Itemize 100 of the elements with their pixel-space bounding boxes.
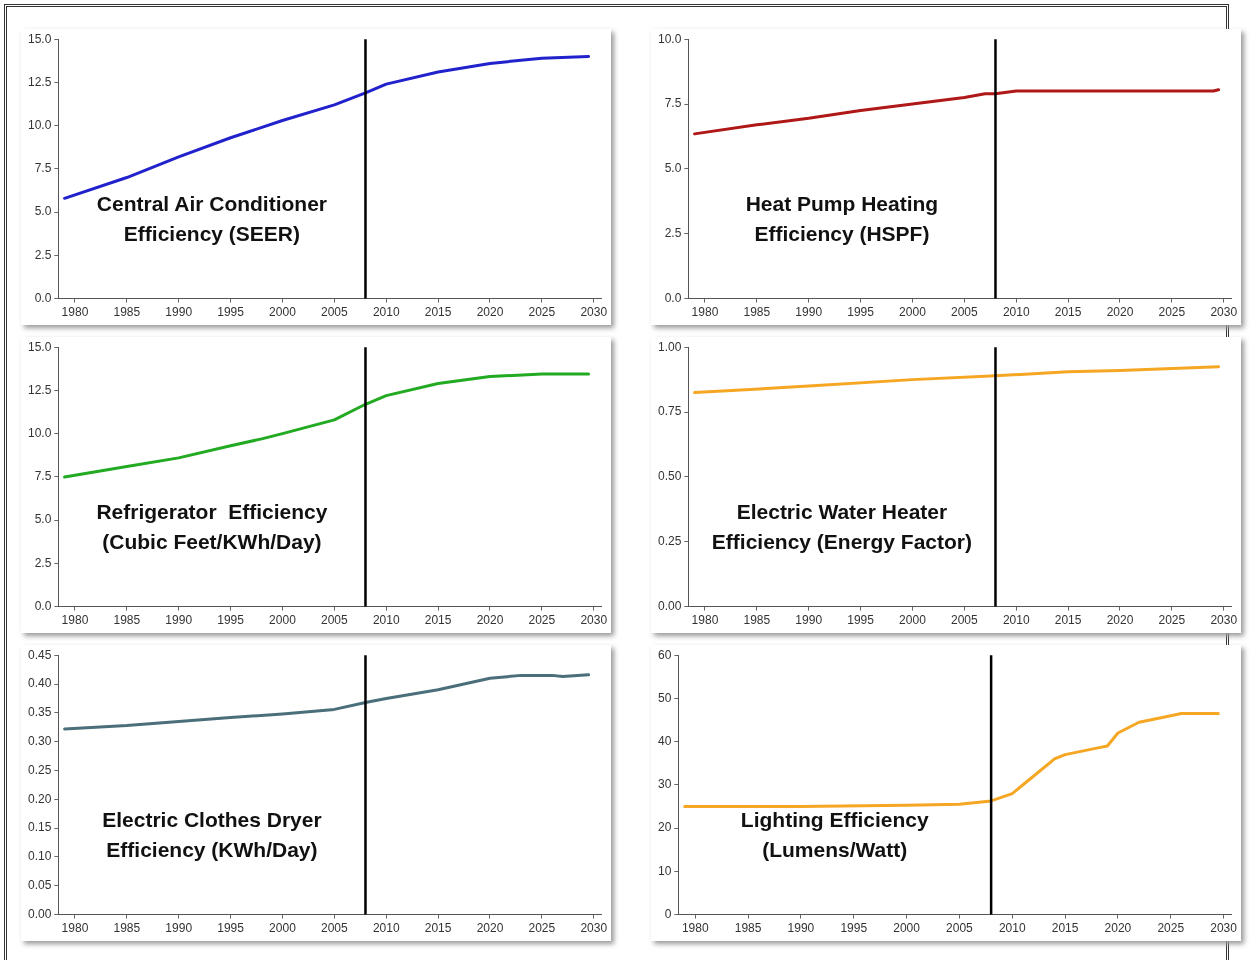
x-tick-label: 2000 <box>899 305 927 320</box>
x-tick-label: 1980 <box>61 613 89 628</box>
x-tick-label: 1985 <box>113 613 141 628</box>
x-tick-label: 2015 <box>424 305 452 320</box>
x-tick-label: 1985 <box>734 921 762 936</box>
x-tick-label: 1985 <box>743 613 771 628</box>
x-tick-label: 1985 <box>113 921 141 936</box>
y-tick-label: 5.0 <box>34 512 52 527</box>
x-tick-label: 2005 <box>321 305 349 320</box>
x-tick-label: 1990 <box>795 305 823 320</box>
y-tick-label: 0.0 <box>34 598 52 613</box>
y-tick-label: 0.15 <box>28 820 52 835</box>
y-tick-label: 0.10 <box>28 849 52 864</box>
x-tick-label: 2020 <box>476 305 504 320</box>
x-tick-label: 2005 <box>321 921 349 936</box>
x-tick-label: 2020 <box>1106 305 1134 320</box>
x-tick-label: 2020 <box>476 921 504 936</box>
x-tick-label: 2025 <box>528 921 556 936</box>
y-tick-label: 2.5 <box>34 555 52 570</box>
x-tick-label: 2000 <box>899 613 927 628</box>
y-tick-label: 7.5 <box>664 96 682 111</box>
x-tick-label: 1990 <box>165 921 193 936</box>
y-tick-label: 40 <box>657 733 672 748</box>
x-tick-label: 2020 <box>1104 921 1132 936</box>
x-tick-label: 2005 <box>951 613 979 628</box>
x-tick-label: 2020 <box>476 613 504 628</box>
x-tick-label: 2010 <box>372 305 400 320</box>
x-tick-label: 1980 <box>691 305 719 320</box>
x-tick-label: 2025 <box>1157 921 1185 936</box>
y-tick-label: 0.45 <box>28 647 52 662</box>
x-tick-label: 1980 <box>61 305 89 320</box>
x-tick-label: 2010 <box>1002 305 1030 320</box>
text: Heat Pump Heating Efficiency (HSPF) <box>745 191 939 245</box>
x-tick-label: 1995 <box>217 921 245 936</box>
x-tick-label: 1985 <box>743 305 771 320</box>
y-tick-label: 0.05 <box>28 878 52 893</box>
x-tick-label: 2030 <box>1210 305 1238 320</box>
x-tick-label: 1995 <box>217 613 245 628</box>
y-tick-label: 10.0 <box>28 425 52 440</box>
y-tick-label: 0.75 <box>658 404 682 419</box>
y-tick-label: 12.5 <box>28 74 52 89</box>
x-tick-label: 2030 <box>1210 921 1238 936</box>
x-tick-label: 1995 <box>847 613 875 628</box>
x-tick-label: 2025 <box>528 613 556 628</box>
y-tick-label: 10.0 <box>658 31 682 46</box>
y-tick-label: 0.0 <box>34 290 52 305</box>
y-tick-label: 20 <box>657 820 672 835</box>
y-tick-label: 15.0 <box>28 339 52 354</box>
x-tick-label: 2020 <box>1106 613 1134 628</box>
x-tick-label: 2010 <box>998 921 1026 936</box>
text: Electric Water Heater Efficiency (Energy Factor) <box>711 499 973 553</box>
x-tick-label: 2030 <box>580 613 608 628</box>
y-tick-label: 60 <box>657 647 672 662</box>
y-tick-label: 0.00 <box>28 906 52 921</box>
x-tick-label: 2010 <box>372 921 400 936</box>
x-tick-label: 2005 <box>946 921 974 936</box>
x-tick-label: 1990 <box>165 305 193 320</box>
x-tick-label: 1995 <box>840 921 868 936</box>
x-tick-label: 2030 <box>1210 613 1238 628</box>
x-tick-label: 2000 <box>893 921 921 936</box>
x-tick-label: 2000 <box>269 613 297 628</box>
x-tick-label: 1990 <box>795 613 823 628</box>
x-tick-label: 1995 <box>217 305 245 320</box>
x-tick-label: 2025 <box>528 305 556 320</box>
x-tick-label: 2030 <box>580 305 608 320</box>
y-tick-label: 7.5 <box>34 469 52 484</box>
y-tick-label: 2.5 <box>34 247 52 262</box>
y-tick-label: 0 <box>664 906 672 921</box>
x-tick-label: 2015 <box>424 921 452 936</box>
y-tick-label: 15.0 <box>28 31 52 46</box>
y-tick-label: 0.0 <box>664 290 682 305</box>
y-tick-label: 0.25 <box>658 534 682 549</box>
x-tick-label: 2015 <box>1051 921 1079 936</box>
y-tick-label: 10.0 <box>28 117 52 132</box>
x-tick-label: 1980 <box>681 921 709 936</box>
y-tick-label: 0.50 <box>658 469 682 484</box>
x-tick-label: 1980 <box>691 613 719 628</box>
y-tick-label: 0.00 <box>658 598 682 613</box>
x-tick-label: 2015 <box>1054 305 1082 320</box>
x-tick-label: 1980 <box>61 921 89 936</box>
x-tick-label: 2030 <box>580 921 608 936</box>
y-tick-label: 30 <box>657 777 672 792</box>
y-tick-label: 0.30 <box>28 733 52 748</box>
y-tick-label: 5.0 <box>34 204 52 219</box>
x-tick-label: 2005 <box>321 613 349 628</box>
x-tick-label: 1985 <box>113 305 141 320</box>
x-tick-label: 2000 <box>269 305 297 320</box>
y-tick-label: 0.35 <box>28 705 52 720</box>
text: Refrigerator Efficiency (Cubic Feet/KWh/Day) <box>96 499 328 553</box>
x-tick-label: 1990 <box>165 613 193 628</box>
y-tick-label: 50 <box>657 690 672 705</box>
y-tick-label: 7.5 <box>34 161 52 176</box>
x-tick-label: 1990 <box>787 921 815 936</box>
text: Central Air Conditioner Efficiency (SEER) <box>96 191 328 245</box>
x-tick-label: 2010 <box>372 613 400 628</box>
x-tick-label: 1995 <box>847 305 875 320</box>
x-tick-label: 2005 <box>951 305 979 320</box>
y-tick-label: 0.20 <box>28 791 52 806</box>
y-tick-label: 1.00 <box>658 339 682 354</box>
x-tick-label: 2000 <box>269 921 297 936</box>
